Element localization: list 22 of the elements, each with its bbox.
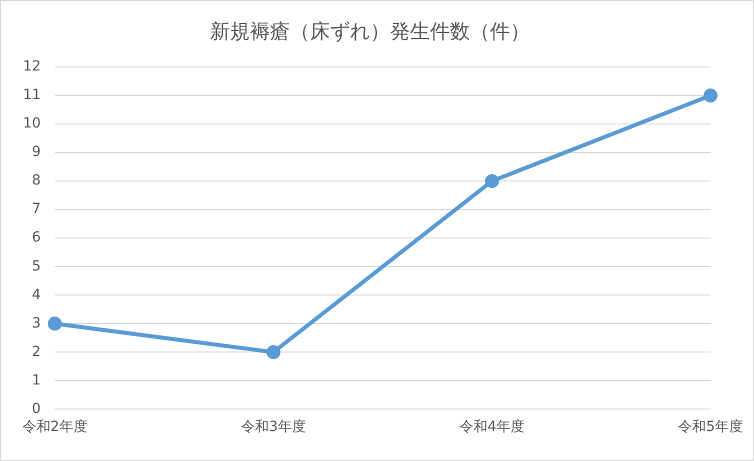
- y-tick-label: 8: [32, 172, 41, 189]
- x-tick-label: 令和4年度: [460, 419, 524, 436]
- point: [484, 174, 499, 188]
- x-tick-label: 令和5年度: [678, 419, 744, 436]
- y-tick-label: 12: [22, 58, 41, 75]
- y-tick-label: 7: [32, 201, 41, 218]
- y-tick-label: 5: [32, 258, 41, 274]
- point: [266, 345, 280, 360]
- x-tick-label: 令和2年度: [22, 419, 88, 436]
- point: [48, 316, 62, 331]
- y-tick-label: 1: [32, 372, 41, 388]
- y-tick-label: 0: [32, 400, 41, 417]
- y-tick-label: 6: [32, 230, 41, 246]
- y-tick-label: 3: [32, 315, 41, 332]
- y-tick-label: 9: [32, 144, 41, 160]
- y-tick-label: 4: [32, 286, 41, 303]
- x-tick-label: 令和3年度: [240, 419, 306, 436]
- y-tick-label: 2: [32, 344, 41, 360]
- y-tick-label: 10: [22, 116, 41, 132]
- point: [704, 88, 718, 103]
- chart-title: 新規褥瘡（床ずれ）発生件数（件）: [210, 19, 530, 44]
- y-tick-label: 11: [22, 87, 41, 104]
